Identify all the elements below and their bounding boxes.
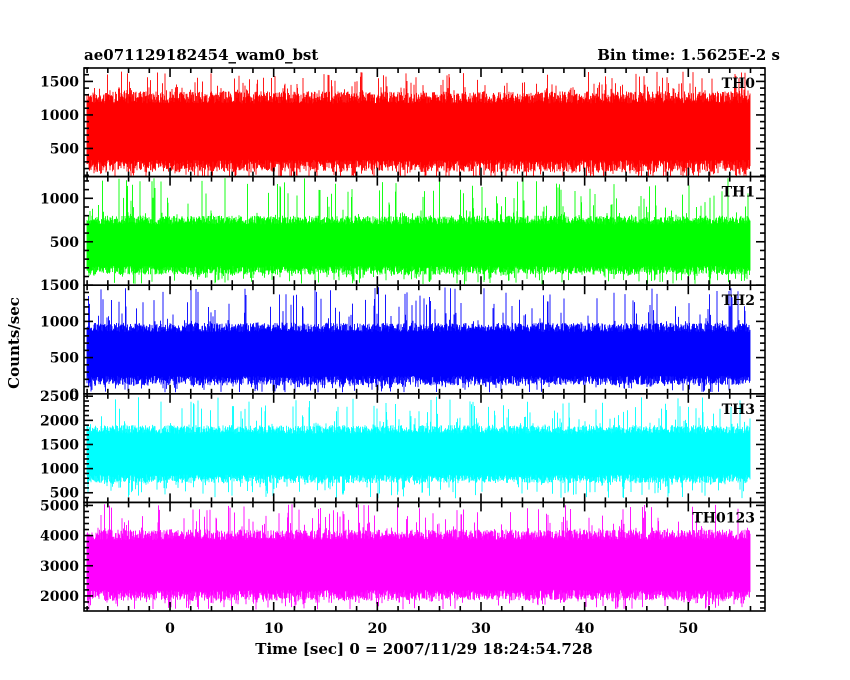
x-tick-label: 10 — [264, 621, 284, 637]
panel-label: TH0123 — [692, 510, 755, 526]
x-tick-label: 40 — [575, 621, 595, 637]
y-tick-label: 500 — [50, 141, 79, 157]
panel-label: TH2 — [722, 293, 755, 309]
y-tick-label: 0 — [69, 387, 79, 403]
series-th2 — [86, 287, 751, 393]
y-axis-label: Counts/sec — [5, 297, 23, 389]
y-tick-label: 500 — [50, 235, 79, 251]
x-tick-label: 0 — [165, 621, 175, 637]
y-tick-label: 1000 — [40, 191, 79, 207]
panel-th0: 500 1000 1500 TH0 — [40, 67, 766, 178]
y-tick-label: 3000 — [40, 559, 79, 575]
series-th1 — [86, 177, 751, 285]
y-tick-label: 1500 — [40, 74, 79, 90]
x-tick-label: 30 — [471, 621, 491, 637]
y-tick-label: 1000 — [40, 314, 79, 330]
panel-label: TH0 — [722, 76, 756, 92]
y-tick-label: 1000 — [40, 462, 79, 478]
y-tick-label: 1500 — [40, 437, 79, 453]
y-tick-label: 500 — [50, 486, 79, 502]
y-tick-label: 2500 — [40, 389, 79, 405]
panel-th3: 500 1000 1500 2000 2500 TH3 — [40, 389, 766, 504]
panel-th2: 0 500 1000 1500 TH2 — [40, 278, 766, 403]
series-th0 — [86, 71, 751, 177]
y-tick-label: 4000 — [40, 529, 79, 545]
y-tick-label: 1500 — [40, 278, 79, 294]
series-th3 — [86, 396, 751, 499]
y-tick-label: 2000 — [40, 413, 79, 429]
y-tick-label: 500 — [50, 351, 79, 367]
y-tick-label: 1000 — [40, 108, 79, 124]
panel-label: TH1 — [722, 185, 755, 201]
panel-frame — [83, 501, 766, 612]
x-tick-label: 50 — [679, 621, 699, 637]
y-tick-label: 2000 — [40, 589, 79, 605]
y-tick-label: 5000 — [40, 498, 79, 514]
x-axis-label: Time [sec] 0 = 2007/11/29 18:24:54.728 — [255, 640, 592, 658]
plot-title: ae071129182454_wam0_bst — [84, 46, 318, 64]
x-tick-label: 20 — [368, 621, 388, 637]
series-th0123 — [86, 504, 751, 610]
panel-th0123: 2000 3000 4000 5000 TH0123 — [40, 498, 766, 612]
bin-time-label: Bin time: 1.5625E-2 s — [597, 46, 780, 64]
panel-th1: 0 500 1000 TH1 — [40, 175, 766, 294]
y-tick-label: 0 — [69, 278, 79, 294]
panel-label: TH3 — [722, 402, 755, 418]
